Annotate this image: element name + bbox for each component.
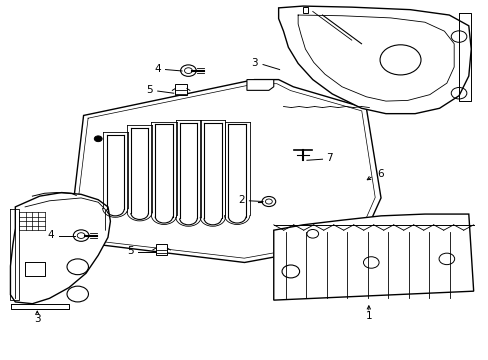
Polygon shape — [246, 80, 273, 90]
Text: 5: 5 — [146, 85, 153, 95]
Circle shape — [94, 136, 102, 141]
Text: 7: 7 — [326, 153, 332, 163]
Text: 3: 3 — [34, 314, 41, 324]
Polygon shape — [273, 214, 473, 300]
Polygon shape — [156, 244, 167, 255]
Text: 1: 1 — [365, 311, 371, 321]
Polygon shape — [303, 7, 307, 13]
Polygon shape — [175, 84, 186, 95]
Polygon shape — [69, 80, 380, 262]
Text: 4: 4 — [154, 64, 160, 74]
Text: 5: 5 — [126, 246, 133, 256]
Text: 4: 4 — [48, 230, 54, 240]
Text: 3: 3 — [251, 58, 258, 68]
Polygon shape — [278, 6, 470, 114]
Polygon shape — [10, 193, 110, 304]
Text: 2: 2 — [237, 195, 244, 205]
Text: 6: 6 — [376, 169, 383, 179]
